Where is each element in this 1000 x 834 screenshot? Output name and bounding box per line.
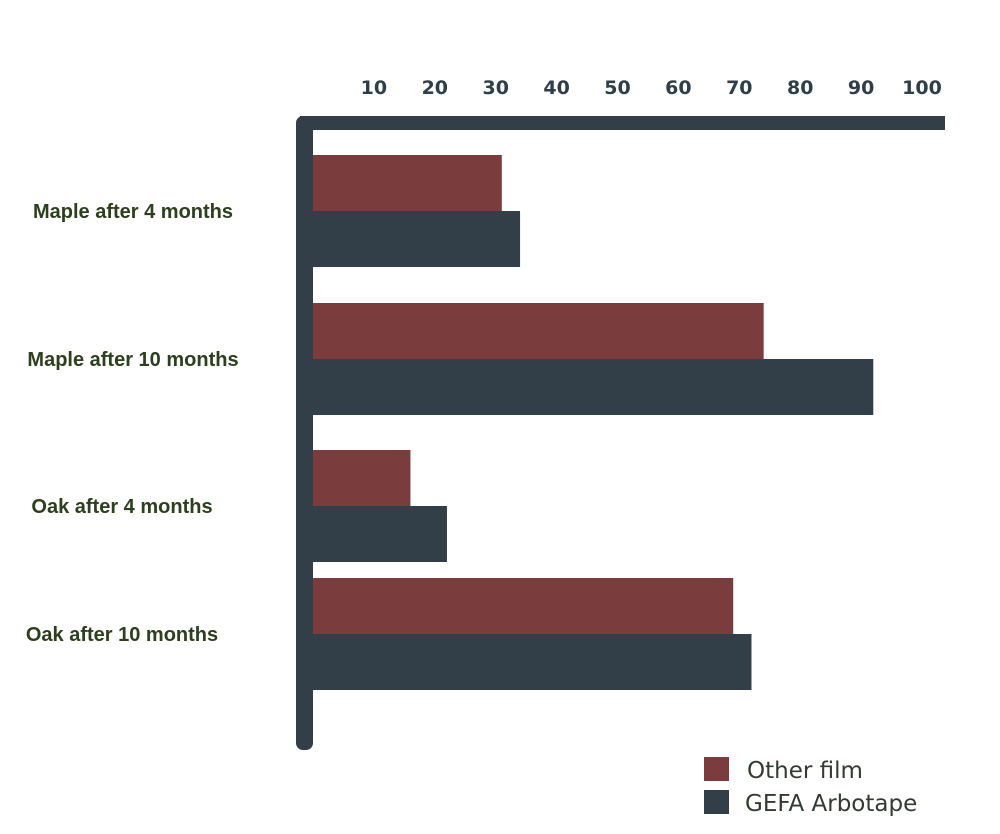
bars bbox=[313, 155, 874, 690]
y-axis-line bbox=[296, 116, 313, 750]
x-tick-labels: 10 20 30 40 50 60 70 80 90 100 bbox=[361, 77, 942, 99]
bar-gefa-arbotape bbox=[313, 359, 874, 415]
x-tick-label: 10 bbox=[361, 77, 387, 99]
bar-gefa-arbotape bbox=[313, 211, 521, 267]
x-tick-label: 80 bbox=[787, 77, 813, 99]
legend-swatch bbox=[704, 790, 729, 814]
category-label: Maple after 4 months bbox=[33, 201, 233, 223]
x-tick-label: 30 bbox=[482, 77, 508, 99]
bar-gefa-arbotape bbox=[313, 506, 447, 562]
x-axis-line bbox=[300, 116, 945, 130]
x-tick-label: 90 bbox=[848, 77, 874, 99]
legend-swatch bbox=[704, 757, 729, 781]
bar-other-film bbox=[313, 303, 764, 359]
bar-other-film bbox=[313, 155, 502, 211]
x-tick-label: 100 bbox=[902, 77, 942, 99]
legend: Other film GEFA Arbotape bbox=[704, 757, 917, 817]
x-tick-label: 50 bbox=[604, 77, 630, 99]
bar-other-film bbox=[313, 450, 411, 506]
legend-label: Other film bbox=[747, 758, 863, 784]
x-tick-label: 70 bbox=[726, 77, 752, 99]
category-label: Oak after 10 months bbox=[26, 624, 218, 646]
legend-label: GEFA Arbotape bbox=[745, 791, 917, 817]
bar-gefa-arbotape bbox=[313, 634, 752, 690]
category-label: Maple after 10 months bbox=[27, 349, 238, 371]
bar-other-film bbox=[313, 578, 734, 634]
axes bbox=[296, 116, 945, 750]
category-label: Oak after 4 months bbox=[31, 496, 212, 518]
category-labels: Maple after 4 months Maple after 10 month… bbox=[26, 201, 239, 646]
x-tick-label: 60 bbox=[665, 77, 691, 99]
x-tick-label: 40 bbox=[543, 77, 569, 99]
x-tick-label: 20 bbox=[422, 77, 448, 99]
